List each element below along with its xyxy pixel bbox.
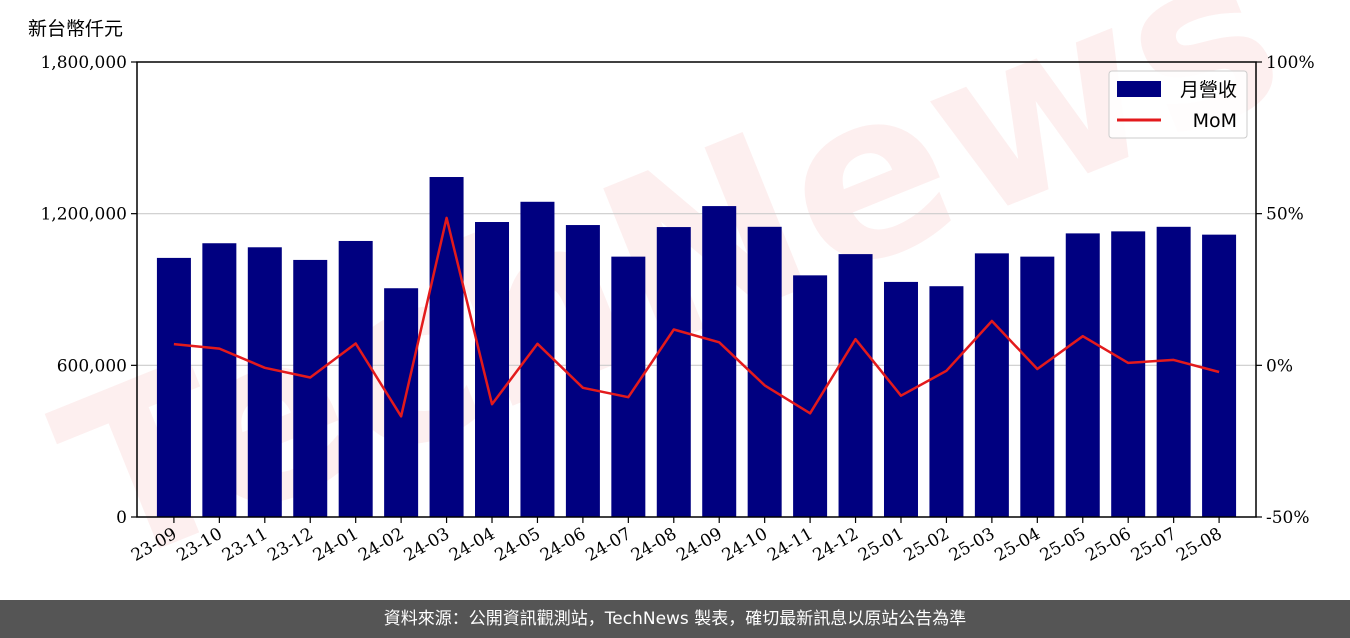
- x-tick-label: 25-06: [1082, 524, 1134, 566]
- plot-frame: [136, 61, 1257, 518]
- bar-23-10: [202, 243, 237, 517]
- bar-25-08: [1202, 234, 1237, 517]
- bar-24-08: [656, 227, 691, 517]
- x-tick-label: 24-08: [628, 524, 680, 566]
- y-axis-unit-label: 新台幣仟元: [28, 18, 124, 40]
- x-tick-label: 25-04: [991, 524, 1043, 566]
- x-tick-label: 24-07: [582, 524, 634, 566]
- x-tick-label: 25-08: [1173, 524, 1225, 566]
- left-tick-label: 1,800,000: [40, 53, 127, 73]
- bar-24-06: [565, 225, 600, 517]
- bar-25-03: [974, 253, 1009, 517]
- left-tick-label: 1,200,000: [40, 205, 127, 225]
- bar-24-02: [384, 288, 419, 517]
- left-tick-label: 0: [116, 508, 127, 528]
- x-tick-label: 24-04: [446, 524, 498, 566]
- right-tick-label: 50%: [1266, 205, 1304, 225]
- bar-23-09: [156, 257, 191, 517]
- bar-24-12: [838, 254, 873, 517]
- bar-23-11: [247, 247, 282, 517]
- bar-25-02: [929, 286, 964, 517]
- x-tick-label: 25-02: [900, 524, 952, 566]
- x-tick-label: 25-07: [1128, 524, 1180, 566]
- bar-25-07: [1156, 226, 1191, 518]
- x-tick-label: 24-02: [355, 524, 407, 566]
- bar-23-12: [293, 259, 328, 517]
- bar-25-05: [1065, 233, 1100, 517]
- legend-label-revenue: 月營收: [1180, 79, 1237, 101]
- bar-24-01: [338, 240, 373, 517]
- x-tick-label: 24-03: [401, 524, 453, 566]
- right-tick-label: -50%: [1266, 508, 1310, 528]
- bar-24-04: [475, 222, 510, 517]
- bar-25-06: [1111, 231, 1146, 517]
- right-tick-label: 0%: [1266, 356, 1293, 376]
- bar-24-10: [747, 226, 782, 518]
- bar-24-03: [429, 177, 464, 517]
- mom-line-series: [173, 216, 1220, 418]
- mom-line: [173, 216, 1220, 418]
- revenue-chart: TechNews 0600,0001,200,0001,800,000-50%0…: [27, 0, 1315, 600]
- legend-label-mom: MoM: [1193, 110, 1237, 132]
- x-tick-label: 24-05: [492, 524, 544, 566]
- bar-series: [156, 177, 1237, 518]
- bar-24-09: [702, 206, 737, 518]
- legend: 月營收 MoM: [1108, 70, 1248, 139]
- x-tick-label: 24-12: [810, 524, 862, 566]
- x-tick-label: 25-05: [1037, 524, 1089, 566]
- x-tick-label: 24-09: [673, 524, 725, 566]
- legend-bar-swatch: [1117, 81, 1161, 97]
- x-tick-label: 24-10: [719, 524, 771, 566]
- bar-25-01: [883, 281, 918, 517]
- x-tick-label: 24-06: [537, 524, 589, 566]
- x-tick-label: 25-03: [946, 524, 998, 566]
- x-tick-label: 24-11: [764, 524, 816, 566]
- right-tick-label: 100%: [1266, 53, 1315, 73]
- bar-24-07: [611, 256, 646, 517]
- x-tick-label: 25-01: [855, 524, 907, 566]
- source-footer: 資料來源：公開資訊觀測站，TechNews 製表，確切最新訊息以原站公告為準: [0, 600, 1350, 638]
- bar-25-04: [1020, 256, 1055, 517]
- left-tick-label: 600,000: [57, 356, 127, 376]
